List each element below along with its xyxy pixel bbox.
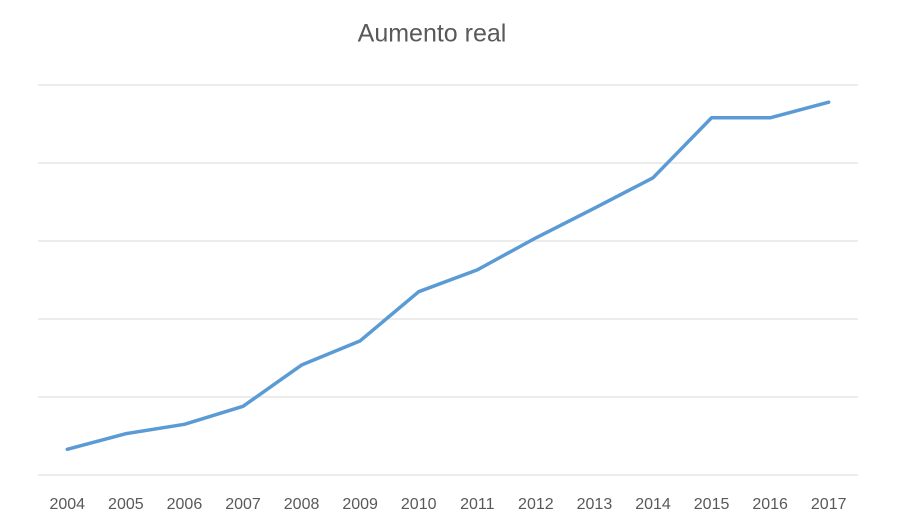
x-tick-label: 2006 [167, 496, 203, 513]
x-tick-label: 2008 [284, 496, 320, 513]
x-tick-label: 2017 [811, 496, 847, 513]
x-tick-label: 2004 [49, 496, 85, 513]
data-line [65, 100, 831, 452]
x-tick-label: 2010 [401, 496, 437, 513]
x-tick-label: 2015 [694, 496, 730, 513]
x-tick-label: 2011 [460, 496, 495, 513]
x-tick-label: 2013 [577, 496, 613, 513]
x-tick-label: 2016 [752, 496, 788, 513]
x-tick-label: 2009 [342, 496, 378, 513]
x-tick-label: 2005 [108, 496, 144, 513]
chart-title: Aumento real [358, 20, 507, 48]
x-tick-label: 2014 [635, 496, 671, 513]
x-tick-label: 2012 [518, 496, 554, 513]
x-tick-label: 2007 [225, 496, 261, 513]
